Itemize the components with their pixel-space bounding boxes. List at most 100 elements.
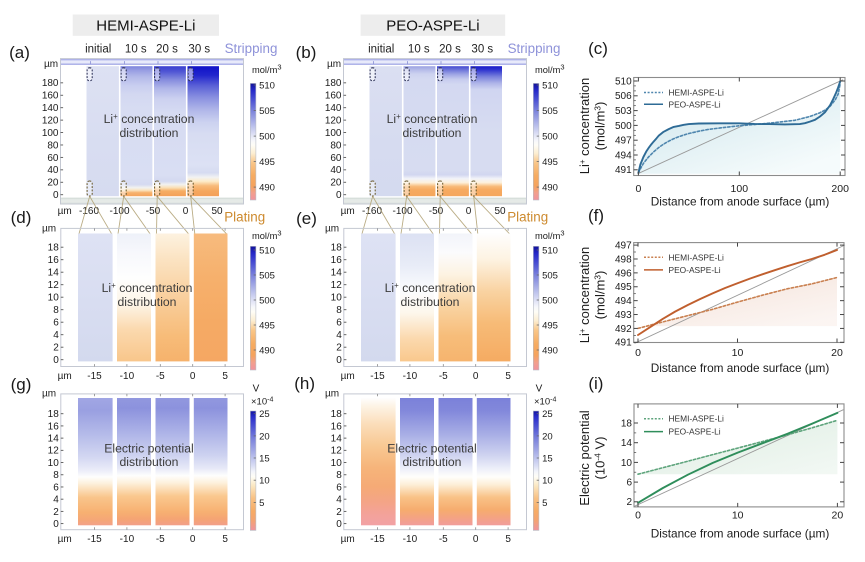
svg-text:Li+ concentration: Li+ concentration	[102, 281, 193, 295]
svg-text:0: 0	[473, 371, 479, 382]
svg-text:20: 20	[832, 509, 844, 521]
svg-text:-5: -5	[156, 371, 165, 382]
svg-text:distribution: distribution	[401, 295, 460, 309]
svg-text:492: 492	[615, 324, 632, 335]
svg-text:15: 15	[259, 454, 270, 465]
svg-text:-160: -160	[362, 206, 382, 217]
svg-text:10: 10	[48, 293, 60, 304]
svg-text:0: 0	[336, 355, 342, 366]
svg-text:6: 6	[53, 318, 59, 329]
svg-text:30 s: 30 s	[188, 43, 210, 55]
svg-text:20 s: 20 s	[439, 43, 461, 55]
svg-text:µm: µm	[325, 224, 339, 235]
svg-text:510: 510	[615, 76, 632, 87]
svg-text:2: 2	[53, 343, 59, 354]
svg-text:490: 490	[542, 183, 558, 194]
svg-text:18: 18	[331, 243, 343, 254]
svg-text:6: 6	[626, 478, 632, 489]
svg-text:500: 500	[615, 121, 632, 132]
svg-text:8: 8	[336, 305, 342, 316]
svg-text:(d): (d)	[11, 208, 32, 227]
svg-text:distribution: distribution	[120, 126, 179, 140]
svg-text:490: 490	[542, 346, 558, 357]
svg-text:initial: initial	[368, 43, 394, 55]
svg-text:180: 180	[325, 78, 342, 89]
svg-text:distribution: distribution	[120, 455, 179, 469]
svg-text:µm: µm	[325, 389, 339, 400]
svg-text:497: 497	[615, 241, 632, 252]
svg-text:Distance from anode surface (µ: Distance from anode surface (µm)	[651, 195, 830, 209]
svg-text:16: 16	[331, 421, 343, 432]
svg-text:12: 12	[331, 280, 343, 291]
svg-text:40: 40	[47, 165, 59, 176]
svg-text:25: 25	[542, 409, 553, 420]
svg-text:Stripping: Stripping	[225, 41, 278, 56]
svg-text:HEMI-ASPE-Li: HEMI-ASPE-Li	[96, 17, 195, 34]
svg-text:20: 20	[330, 178, 342, 189]
svg-text:50: 50	[494, 206, 506, 217]
svg-text:500: 500	[542, 132, 558, 143]
svg-text:494: 494	[615, 296, 632, 307]
svg-text:Plating: Plating	[507, 209, 548, 224]
svg-text:10: 10	[621, 458, 633, 469]
svg-text:497: 497	[615, 136, 632, 147]
svg-text:80: 80	[47, 140, 59, 151]
svg-text:8: 8	[53, 470, 59, 481]
svg-text:12: 12	[331, 446, 343, 457]
svg-text:4: 4	[53, 330, 59, 341]
svg-text:-100: -100	[392, 206, 412, 217]
svg-text:495: 495	[542, 321, 558, 332]
svg-text:0: 0	[336, 190, 342, 201]
svg-text:12: 12	[48, 280, 60, 291]
svg-text:16: 16	[48, 421, 60, 432]
svg-text:0: 0	[183, 206, 189, 217]
svg-text:-50: -50	[146, 206, 161, 217]
svg-text:200: 200	[831, 183, 849, 195]
svg-text:5: 5	[222, 371, 228, 382]
svg-text:mol/m3: mol/m3	[535, 228, 564, 241]
svg-text:498: 498	[615, 254, 632, 265]
svg-text:10 s: 10 s	[125, 43, 147, 55]
svg-text:Li+ concentration: Li+ concentration	[577, 247, 592, 343]
svg-text:Electric potential: Electric potential	[387, 442, 476, 456]
svg-text:505: 505	[259, 271, 275, 282]
svg-text:Li+ concentration: Li+ concentration	[387, 112, 478, 126]
svg-text:Electric potential: Electric potential	[104, 442, 193, 456]
svg-text:120: 120	[42, 116, 59, 127]
svg-text:18: 18	[621, 418, 633, 429]
svg-text:510: 510	[542, 246, 558, 257]
svg-text:500: 500	[542, 296, 558, 307]
svg-text:20: 20	[831, 347, 843, 359]
svg-text:100: 100	[325, 128, 342, 139]
svg-text:20: 20	[259, 431, 270, 442]
svg-text:4: 4	[336, 330, 342, 341]
svg-text:10 s: 10 s	[408, 43, 430, 55]
svg-text:506: 506	[615, 91, 632, 102]
svg-text:Li+ concentration: Li+ concentration	[577, 78, 592, 174]
svg-text:10: 10	[732, 347, 744, 359]
svg-text:4: 4	[336, 495, 342, 506]
svg-text:60: 60	[330, 153, 342, 164]
svg-text:-160: -160	[79, 206, 99, 217]
svg-text:-5: -5	[439, 371, 448, 382]
svg-text:2: 2	[626, 497, 632, 508]
svg-text:495: 495	[259, 321, 275, 332]
svg-text:14: 14	[331, 434, 343, 445]
svg-text:µm: µm	[42, 389, 56, 400]
svg-text:initial: initial	[85, 43, 111, 55]
svg-text:10: 10	[542, 476, 553, 487]
svg-text:503: 503	[615, 106, 632, 117]
svg-text:495: 495	[259, 157, 275, 168]
svg-text:(b): (b)	[296, 43, 317, 62]
svg-text:496: 496	[615, 268, 632, 279]
svg-text:(g): (g)	[11, 375, 32, 394]
svg-text:80: 80	[330, 140, 342, 151]
svg-text:0: 0	[190, 534, 196, 545]
svg-text:Li+ concentration: Li+ concentration	[385, 281, 476, 295]
svg-text:20 s: 20 s	[156, 43, 178, 55]
svg-text:×10-4: ×10-4	[534, 396, 556, 407]
svg-text:(mol/m3): (mol/m3)	[593, 102, 608, 151]
svg-text:120: 120	[325, 116, 342, 127]
svg-text:mol/m3: mol/m3	[535, 63, 564, 76]
svg-text:(10-4 V): (10-4 V)	[593, 437, 608, 480]
